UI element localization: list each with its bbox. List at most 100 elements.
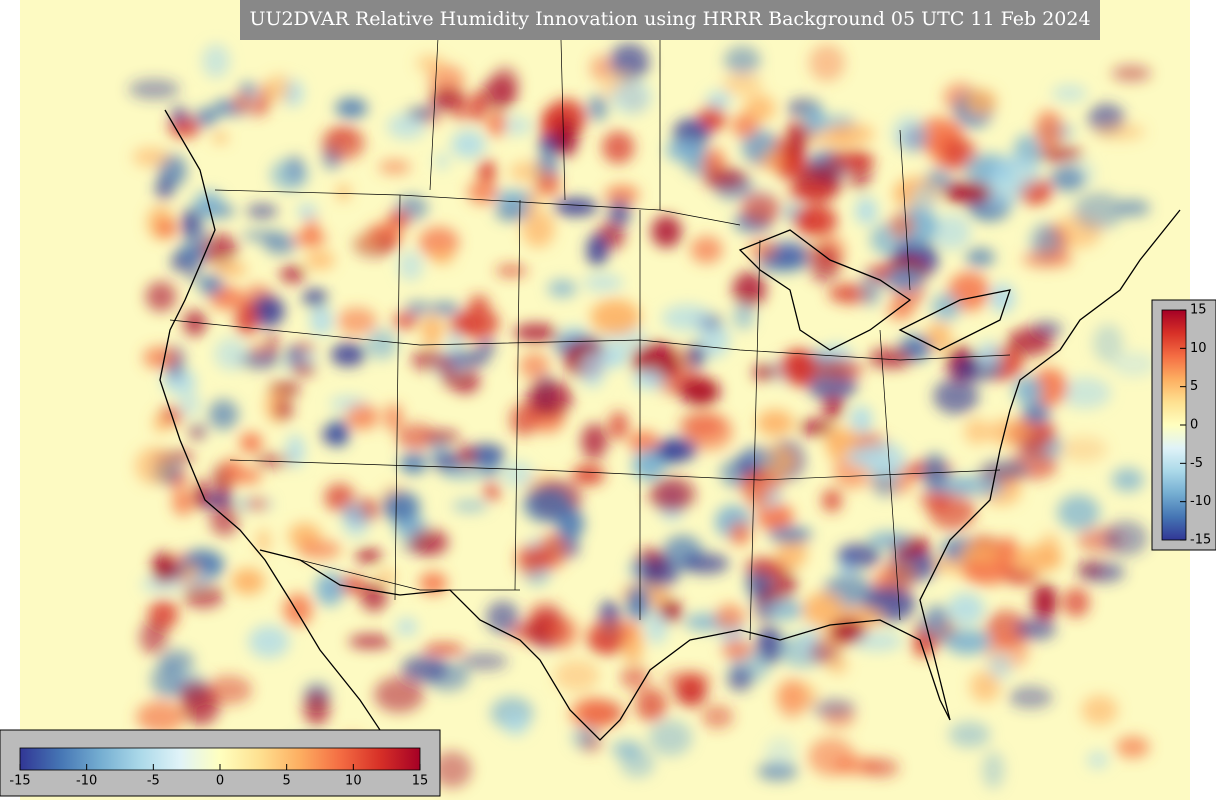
field-blob xyxy=(850,405,872,433)
field-blob xyxy=(499,115,533,136)
field-blob xyxy=(676,673,707,708)
colorbar-tick-label: 0 xyxy=(1190,418,1198,433)
field-blob xyxy=(483,483,501,501)
field-blob xyxy=(135,447,173,485)
field-blob xyxy=(1116,199,1151,217)
field-blob xyxy=(626,585,651,621)
field-blob xyxy=(392,312,419,330)
field-blob xyxy=(182,583,225,609)
title-box xyxy=(240,0,1100,40)
field-blob xyxy=(1032,583,1057,621)
field-blob xyxy=(1111,351,1157,378)
field-blob xyxy=(202,44,230,79)
field-blob xyxy=(569,697,616,730)
field-blob xyxy=(1022,250,1074,268)
colorbar-tick-label: 0 xyxy=(216,774,224,789)
field-blob xyxy=(604,184,640,205)
field-blob xyxy=(648,477,696,512)
field-blob xyxy=(342,503,370,538)
field-blob xyxy=(1057,494,1101,530)
field-blob xyxy=(177,390,201,418)
field-blob xyxy=(519,547,553,569)
field-blob xyxy=(270,158,309,191)
field-blob xyxy=(809,641,842,664)
field-blob xyxy=(629,430,659,454)
coastlines xyxy=(159,109,1181,761)
field-blob xyxy=(867,531,911,548)
field-blob xyxy=(486,111,507,137)
field-blob xyxy=(1093,324,1124,363)
field-blob xyxy=(250,98,265,118)
field-blob xyxy=(855,197,878,225)
field-blob xyxy=(456,307,500,339)
field-blob xyxy=(1094,123,1146,141)
field-blob xyxy=(633,370,664,389)
field-blob xyxy=(808,245,840,283)
field-blob xyxy=(741,192,781,226)
field-blob xyxy=(887,302,914,320)
field-blob xyxy=(529,602,563,628)
field-blob xyxy=(803,592,843,627)
field-blob xyxy=(679,378,721,406)
field-blob xyxy=(494,203,531,221)
field-blob xyxy=(145,281,177,312)
field-blob xyxy=(286,346,303,363)
field-blob xyxy=(452,500,488,512)
field-blob xyxy=(495,264,528,277)
field-blob xyxy=(648,719,693,757)
field-blob xyxy=(732,271,767,308)
field-blob xyxy=(744,473,770,508)
field-blob xyxy=(335,97,368,119)
field-blob xyxy=(423,643,465,655)
field-blob xyxy=(1111,467,1145,492)
field-blob xyxy=(156,218,177,239)
field-blob xyxy=(476,447,502,480)
field-blob xyxy=(958,474,999,497)
field-blob xyxy=(1035,110,1063,150)
field-blob xyxy=(755,599,805,621)
field-blob xyxy=(608,199,631,228)
colorbar-tick-label: 15 xyxy=(1190,303,1207,318)
field-blob xyxy=(290,362,316,376)
field-blob xyxy=(587,94,609,122)
field-blob xyxy=(424,431,460,443)
field-blob xyxy=(620,749,655,778)
field-blob xyxy=(784,120,809,158)
field-blob xyxy=(387,210,410,229)
field-blob xyxy=(194,107,219,127)
colorbar-tick-label: -15 xyxy=(9,774,30,789)
field-blob xyxy=(662,304,713,332)
field-blob xyxy=(266,74,292,103)
field-blob xyxy=(212,132,228,144)
field-blob xyxy=(279,265,306,283)
field-blob xyxy=(397,423,436,451)
field-blob xyxy=(553,198,599,216)
field-blob xyxy=(964,418,990,445)
field-blob xyxy=(583,273,624,292)
field-blob xyxy=(554,659,600,692)
field-blob xyxy=(297,539,342,560)
field-blob xyxy=(248,625,290,659)
field-blob xyxy=(355,236,385,248)
field-blob xyxy=(183,310,207,337)
field-blob xyxy=(336,184,351,201)
field-blob xyxy=(237,351,282,369)
field-blob xyxy=(764,737,796,771)
field-blob xyxy=(208,399,239,430)
field-blob xyxy=(233,94,249,113)
field-blob xyxy=(139,620,169,655)
field-blob xyxy=(884,560,918,587)
field-blob xyxy=(405,301,431,316)
field-blob xyxy=(453,95,469,124)
field-blob xyxy=(336,307,377,335)
field-blob xyxy=(883,268,925,290)
field-blob xyxy=(479,339,496,354)
field-blob xyxy=(1116,736,1150,759)
field-blob xyxy=(821,488,842,513)
field-blob xyxy=(172,487,194,516)
field-blob xyxy=(410,529,449,556)
field-blob xyxy=(944,629,991,655)
field-blob xyxy=(651,215,682,248)
field-blob xyxy=(1058,436,1108,463)
